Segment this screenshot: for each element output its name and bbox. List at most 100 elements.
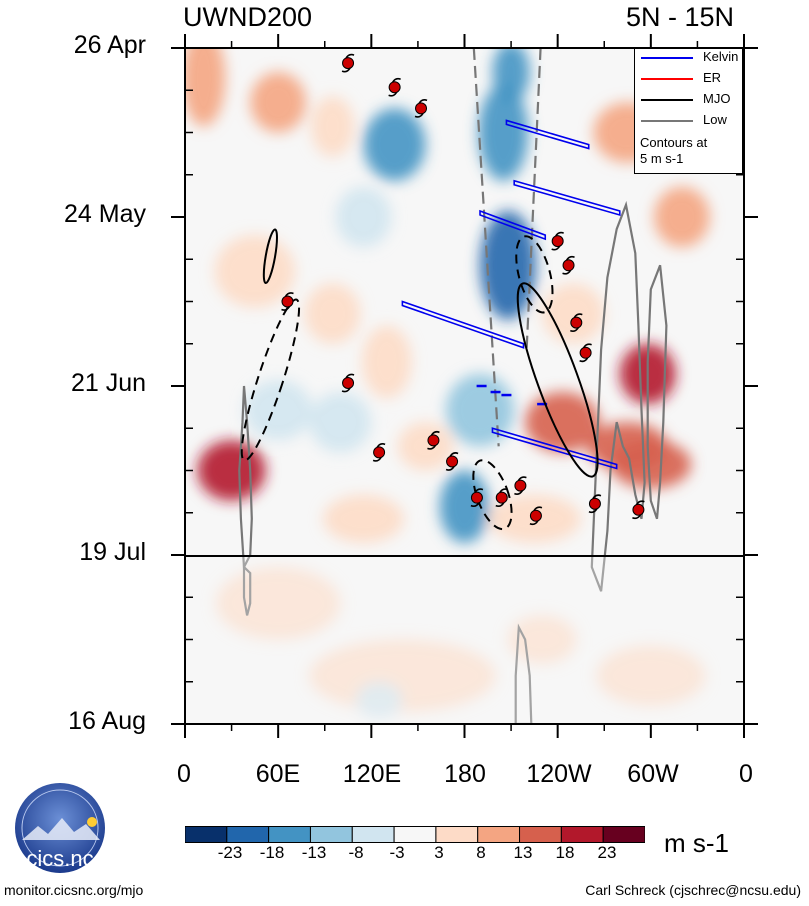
- storm-marker-body: [342, 57, 355, 70]
- legend-swatch-kelvin: [641, 57, 693, 59]
- logo-sun: [87, 817, 97, 827]
- storm-marker: [372, 443, 386, 462]
- colorbar-tick-label: 23: [597, 843, 617, 862]
- storm-marker-arm: [517, 476, 527, 482]
- legend-label-er: ER: [703, 70, 722, 85]
- colorbar-segment: [185, 826, 228, 843]
- colorbar-tick-label: -8: [348, 843, 364, 862]
- storm-marker: [570, 313, 583, 332]
- colorbar-segment: [560, 826, 604, 843]
- storm-marker-body: [281, 295, 294, 308]
- colorbar-tick-label: 13: [513, 843, 533, 862]
- storm-marker-arm: [284, 292, 294, 297]
- storm-marker: [414, 98, 428, 118]
- storm-marker-arm: [281, 306, 291, 311]
- storm-marker-body: [446, 455, 459, 468]
- storm-marker-body: [579, 346, 592, 359]
- storm-marker-arm: [635, 500, 645, 506]
- footer-url[interactable]: monitor.cicsnc.org/mjo: [4, 882, 144, 898]
- storm-marker: [632, 500, 645, 520]
- storm-marker-arm: [427, 444, 437, 450]
- storm-marker: [470, 488, 484, 508]
- storm-marker-arm: [562, 269, 572, 275]
- legend-note-line: Contours at: [640, 135, 708, 150]
- colorbar: [185, 826, 645, 843]
- storm-marker-arm: [533, 506, 543, 512]
- storm-marker-body: [529, 509, 542, 522]
- anomaly-blob: [335, 186, 392, 248]
- chart-title: UWND200: [183, 2, 313, 32]
- anomaly-blob: [309, 639, 496, 712]
- anomaly-blob: [309, 392, 372, 453]
- anomaly-blob: [525, 392, 600, 453]
- anomaly-blob: [480, 210, 536, 320]
- mjo-contour: [516, 282, 599, 478]
- storm-marker-body: [388, 81, 401, 94]
- mjo-contour: [240, 298, 301, 462]
- storm-marker-arm: [588, 508, 598, 514]
- plot-frame: [184, 47, 745, 725]
- y-tick-label: 21 Jun: [70, 369, 146, 397]
- storm-marker-arm: [579, 357, 589, 363]
- low-contour: [242, 564, 252, 616]
- kelvin-contour: [479, 209, 547, 241]
- storm-marker-body: [342, 376, 355, 389]
- storm-marker-arm: [551, 245, 561, 251]
- legend-label-kelvin: Kelvin: [703, 49, 739, 64]
- storm-marker-body: [632, 503, 645, 516]
- storm-marker-arm: [470, 502, 480, 508]
- colorbar-segment: [309, 826, 353, 843]
- colorbar-segment: [268, 826, 311, 843]
- storm-marker-arm: [345, 53, 355, 59]
- anomaly-blob: [185, 48, 226, 127]
- logo-ring: [21, 789, 99, 867]
- storm-marker-arm: [474, 488, 484, 494]
- anomaly-blob: [214, 235, 296, 308]
- colorbar-tick-label: 18: [555, 843, 575, 862]
- low-contour: [590, 200, 646, 592]
- kelvin-contour: [513, 179, 621, 217]
- x-tick-label: 60W: [627, 760, 679, 788]
- colorbar-tick-label: 8: [476, 843, 486, 862]
- storm-marker-body: [562, 259, 575, 272]
- anomaly-blob: [478, 84, 529, 181]
- y-tick-label: 19 Jul: [79, 538, 146, 566]
- forecast-region: [185, 556, 744, 724]
- anomaly-blob: [507, 615, 577, 664]
- low-contour: [238, 385, 253, 572]
- low-contour: [646, 264, 668, 520]
- colorbar-tick-label: 3: [434, 843, 444, 862]
- anomaly-blob: [610, 440, 692, 489]
- anomaly-blob: [596, 645, 706, 706]
- cicsnc-logo: cics.nc: [15, 783, 105, 873]
- storm-marker-arm: [529, 520, 539, 526]
- low-contour-dashed: [472, 48, 500, 447]
- colorbar-segment: [435, 826, 479, 843]
- x-tick-label: 60E: [255, 760, 301, 788]
- storm-marker-body: [495, 491, 508, 504]
- anomaly-blob: [197, 440, 266, 501]
- colorbar-tick-label: -13: [301, 843, 327, 862]
- anomaly-blob: [310, 96, 355, 157]
- storm-marker-arm: [570, 327, 579, 332]
- anomaly-blob: [362, 325, 412, 399]
- storm-marker-body: [588, 497, 601, 510]
- colorbar-tick-label: -23: [217, 843, 243, 862]
- mjo-contour: [515, 235, 554, 314]
- x-tick-label: 120W: [526, 760, 592, 788]
- anomaly-blob: [542, 283, 605, 344]
- colorbar-segment: [226, 826, 270, 843]
- chart-subtitle: 5N - 15N: [626, 2, 735, 32]
- anomaly-blob: [653, 186, 710, 248]
- storm-marker-arm: [449, 452, 459, 457]
- storm-marker: [588, 494, 602, 514]
- kelvin-contour: [491, 427, 618, 470]
- legend-label-low: Low: [703, 112, 727, 127]
- anomaly-blob: [250, 72, 307, 133]
- storm-marker-arm: [499, 488, 509, 494]
- storm-marker: [281, 292, 294, 311]
- storm-marker: [341, 373, 355, 393]
- storm-marker-arm: [418, 98, 428, 104]
- y-tick-label: 16 Aug: [68, 707, 146, 735]
